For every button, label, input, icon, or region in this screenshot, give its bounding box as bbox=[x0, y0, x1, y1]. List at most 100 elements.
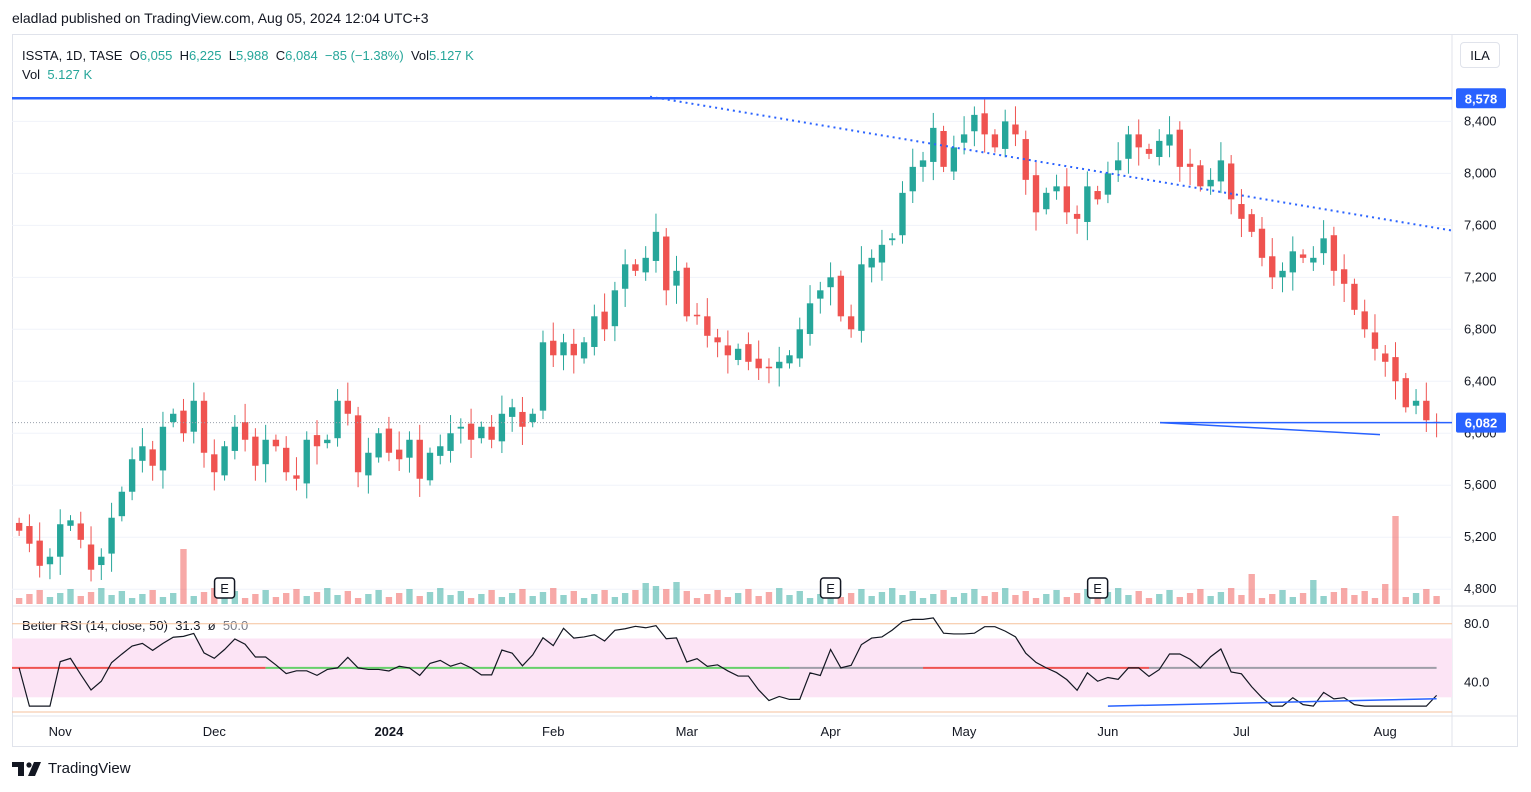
open-value: 6,055 bbox=[139, 48, 173, 63]
candle bbox=[426, 452, 434, 481]
volume-bar bbox=[539, 592, 547, 604]
candle bbox=[714, 337, 721, 343]
candle bbox=[837, 275, 845, 317]
volume-bar bbox=[1351, 595, 1358, 604]
candle bbox=[776, 361, 783, 369]
volume-bar bbox=[1248, 574, 1255, 604]
candle bbox=[241, 422, 249, 440]
volume-bar bbox=[1289, 597, 1296, 604]
time-axis-label: Aug bbox=[1374, 724, 1397, 739]
candle bbox=[683, 267, 690, 317]
candle bbox=[375, 433, 382, 458]
volume-bar bbox=[550, 588, 557, 604]
volume-bar bbox=[889, 588, 896, 604]
volume-bar bbox=[272, 597, 280, 604]
volume-bar bbox=[919, 598, 927, 604]
volume-bar bbox=[1073, 593, 1081, 604]
volume-bar bbox=[385, 597, 393, 604]
volume-bar bbox=[806, 598, 814, 604]
candle bbox=[745, 344, 752, 362]
candle bbox=[15, 522, 23, 531]
volume-bar bbox=[724, 597, 732, 604]
candle bbox=[1073, 213, 1081, 219]
volume-bar bbox=[1371, 598, 1379, 604]
volume-bar bbox=[508, 593, 516, 604]
rsi-divergence-line bbox=[1107, 698, 1437, 707]
candle bbox=[406, 439, 413, 458]
time-axis-label: Jul bbox=[1233, 724, 1250, 739]
volume-bar bbox=[426, 592, 434, 604]
candle bbox=[1114, 160, 1122, 171]
candle bbox=[467, 423, 475, 440]
volume-bar bbox=[991, 592, 999, 604]
volume-bar bbox=[1279, 590, 1286, 604]
volume-bar bbox=[580, 598, 588, 604]
candle bbox=[847, 316, 855, 330]
candle bbox=[57, 524, 64, 557]
candle bbox=[1053, 186, 1060, 192]
volume-bar bbox=[252, 594, 259, 604]
volume-bar bbox=[365, 594, 372, 604]
candle bbox=[283, 447, 290, 473]
volume-bar bbox=[498, 597, 506, 604]
candle bbox=[498, 413, 506, 442]
volume-bar bbox=[519, 589, 526, 604]
volume-bar bbox=[714, 590, 721, 604]
candle bbox=[755, 358, 762, 369]
volume-bar bbox=[765, 592, 773, 604]
volume-bar bbox=[776, 588, 783, 604]
candle bbox=[354, 415, 362, 473]
ohlc-legend: ISSTA, 1D, TASE O6,055 H6,225 L5,988 C6,… bbox=[22, 48, 474, 82]
low-value: 5,988 bbox=[235, 48, 269, 63]
candle bbox=[1084, 186, 1091, 222]
volume-bar bbox=[704, 594, 711, 604]
volume-bar bbox=[909, 591, 916, 604]
volume-bar bbox=[1299, 593, 1307, 604]
tradingview-logo-icon bbox=[12, 761, 41, 776]
volume-bar bbox=[221, 595, 228, 604]
candle bbox=[1340, 269, 1348, 284]
volume-bar bbox=[1032, 598, 1040, 604]
candle bbox=[580, 342, 588, 359]
volume-bar bbox=[930, 594, 937, 604]
volume-bar bbox=[817, 594, 824, 604]
candle bbox=[478, 426, 485, 439]
candle bbox=[293, 475, 300, 479]
volume-bar bbox=[98, 588, 105, 604]
rsi-legend[interactable]: Better RSI (14, close, 50) 31.3 ø 50.0 bbox=[22, 618, 248, 633]
volume-bar bbox=[36, 590, 43, 604]
volume-bar bbox=[46, 597, 54, 604]
candle bbox=[200, 400, 208, 453]
volume-bar bbox=[303, 596, 310, 604]
volume-bar bbox=[200, 592, 208, 604]
volume-bar bbox=[324, 588, 331, 604]
time-axis-label: 2024 bbox=[374, 724, 404, 739]
candle bbox=[1310, 257, 1317, 263]
volume-bar bbox=[139, 594, 146, 604]
footer: TradingView bbox=[12, 760, 131, 777]
candle bbox=[868, 257, 875, 268]
candle bbox=[1186, 163, 1194, 167]
volume-bar bbox=[940, 590, 947, 604]
candle bbox=[1032, 175, 1040, 213]
price-tick-label: 8,000 bbox=[1464, 165, 1497, 180]
volume-bar bbox=[621, 593, 629, 604]
volume-bar bbox=[67, 589, 74, 604]
price-label-box bbox=[1456, 88, 1506, 109]
volume-bar bbox=[416, 596, 423, 604]
volume-bar bbox=[87, 592, 95, 604]
volume-bar bbox=[313, 592, 321, 604]
currency-button[interactable]: ILA bbox=[1460, 42, 1500, 68]
volume-bar bbox=[1166, 590, 1173, 604]
volume-bar bbox=[632, 590, 639, 604]
volume-indicator-label[interactable]: Vol bbox=[22, 67, 41, 82]
volume-bar bbox=[293, 589, 300, 604]
candle bbox=[139, 446, 146, 461]
candle bbox=[488, 426, 495, 440]
volume-bar bbox=[960, 593, 968, 604]
volume-bar bbox=[283, 593, 290, 604]
volume-bar bbox=[899, 595, 906, 604]
symbol-label[interactable]: ISSTA, 1D, TASE bbox=[22, 48, 123, 63]
volume-bar bbox=[601, 590, 608, 604]
